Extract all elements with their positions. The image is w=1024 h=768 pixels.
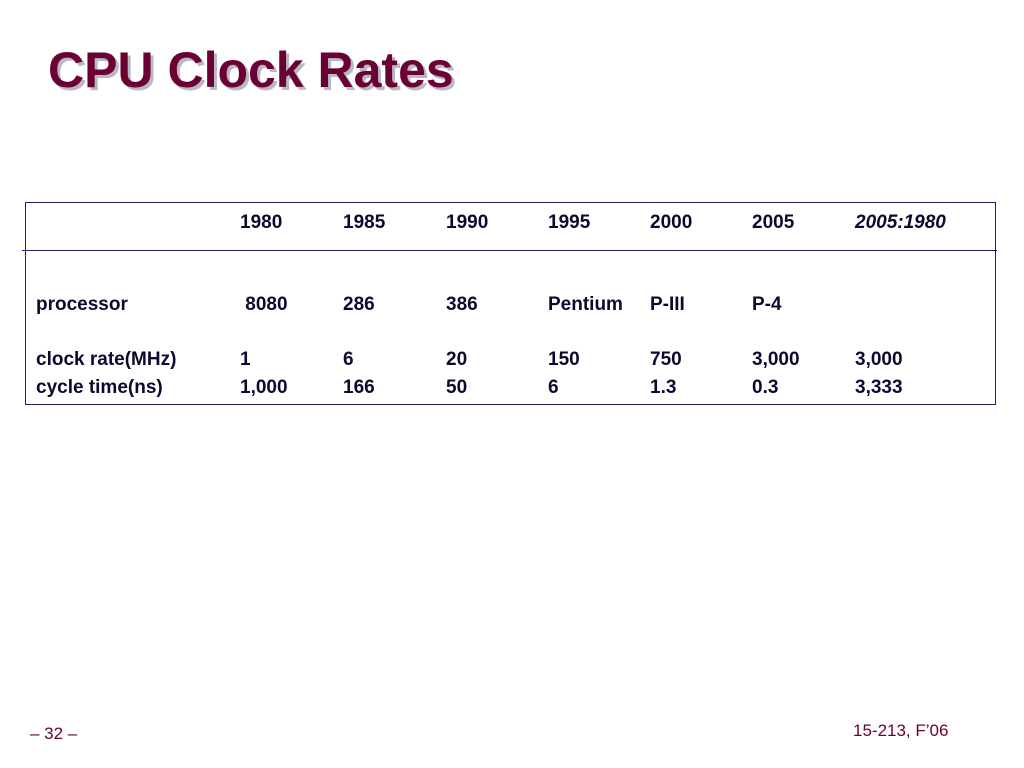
header-year-2000: 2000 [650,212,693,233]
row-label-processor: processor [36,294,128,315]
header-divider [22,250,997,251]
header-ratio: 2005:1980 [855,212,946,233]
row-label-clock-rate: clock rate(MHz) [36,349,177,370]
cell-clock-rate-2005: 3,000 [752,349,800,370]
page-number: – 32 – [30,724,78,743]
header-year-1990: 1990 [446,212,489,233]
table-frame [25,202,996,405]
row-label-cycle-time: cycle time(ns) [36,377,163,398]
slide-title: CPU Clock Rates [48,42,454,98]
cell-clock-rate-2000: 750 [650,349,682,370]
course-label: 15-213, F’06 [853,721,949,740]
cell-processor-2000: P-III [650,294,685,315]
cell-clock-rate-1985: 6 [343,349,354,370]
header-year-1995: 1995 [548,212,591,233]
cell-cycle-time-1985: 166 [343,377,375,398]
cell-cycle-time-2005: 0.3 [752,377,779,398]
cell-cycle-time-2000: 1.3 [650,377,677,398]
header-year-1980: 1980 [240,212,283,233]
cell-cycle-time-1990: 50 [446,377,468,398]
cell-processor-1995: Pentium [548,294,623,315]
cell-clock-rate-1995: 150 [548,349,580,370]
cell-cycle-time-1980: 1,000 [240,377,288,398]
header-year-2005: 2005 [752,212,795,233]
cell-clock-rate-1980: 1 [240,349,251,370]
cell-cycle-time-ratio: 3,333 [855,377,903,398]
cell-processor-2005: P-4 [752,294,782,315]
cell-processor-1985: 286 [343,294,375,315]
cell-clock-rate-ratio: 3,000 [855,349,903,370]
cell-processor-1980: 8080 [240,294,288,315]
cell-processor-1990: 386 [446,294,478,315]
cell-cycle-time-1995: 6 [548,377,559,398]
header-year-1985: 1985 [343,212,386,233]
cell-clock-rate-1990: 20 [446,349,468,370]
